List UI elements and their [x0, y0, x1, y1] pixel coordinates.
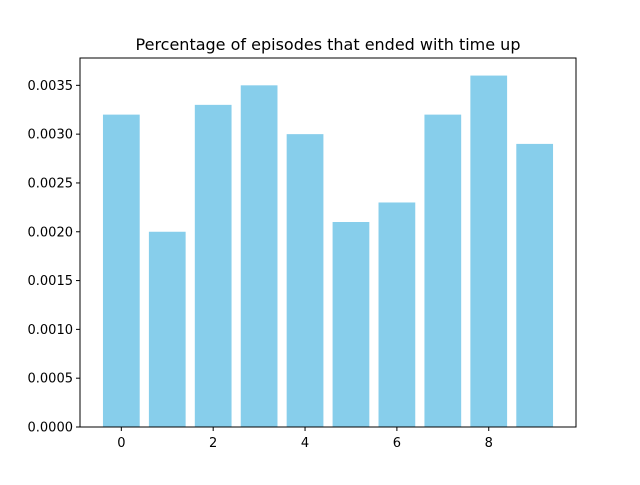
y-tick-label: 0.0015 — [28, 274, 74, 289]
x-tick-label: 8 — [485, 436, 493, 451]
y-tick-label: 0.0010 — [28, 323, 74, 338]
y-tick-label: 0.0000 — [28, 421, 74, 436]
y-tick-label: 0.0025 — [28, 176, 74, 191]
axes-group: 0.0000 0.0005 0.0010 0.0015 0.0020 0.0025 0.00… — [28, 57, 577, 451]
bar-7 — [424, 114, 462, 428]
bar-0 — [102, 114, 140, 428]
x-tick-label: 0 — [117, 436, 125, 451]
bar-3 — [240, 85, 278, 427]
y-tick-label: 0.0020 — [28, 225, 74, 240]
bar-5 — [332, 222, 370, 427]
plot-frame — [79, 57, 577, 428]
bar-2 — [194, 104, 232, 428]
bar-4 — [286, 134, 324, 427]
bars-group — [102, 75, 554, 428]
x-tick-label: 6 — [393, 436, 401, 451]
x-tick-label: 4 — [301, 436, 309, 451]
y-tick-label: 0.0035 — [28, 79, 74, 94]
bar-8 — [470, 75, 508, 427]
y-tick-label: 0.0030 — [28, 128, 74, 143]
bar-9 — [516, 143, 554, 427]
x-tick-label: 2 — [209, 436, 217, 451]
bar-6 — [378, 202, 416, 427]
chart-title: Percentage of episodes that ended with t… — [136, 35, 521, 54]
y-tick-label: 0.0005 — [28, 372, 74, 387]
bar-1 — [148, 231, 186, 427]
